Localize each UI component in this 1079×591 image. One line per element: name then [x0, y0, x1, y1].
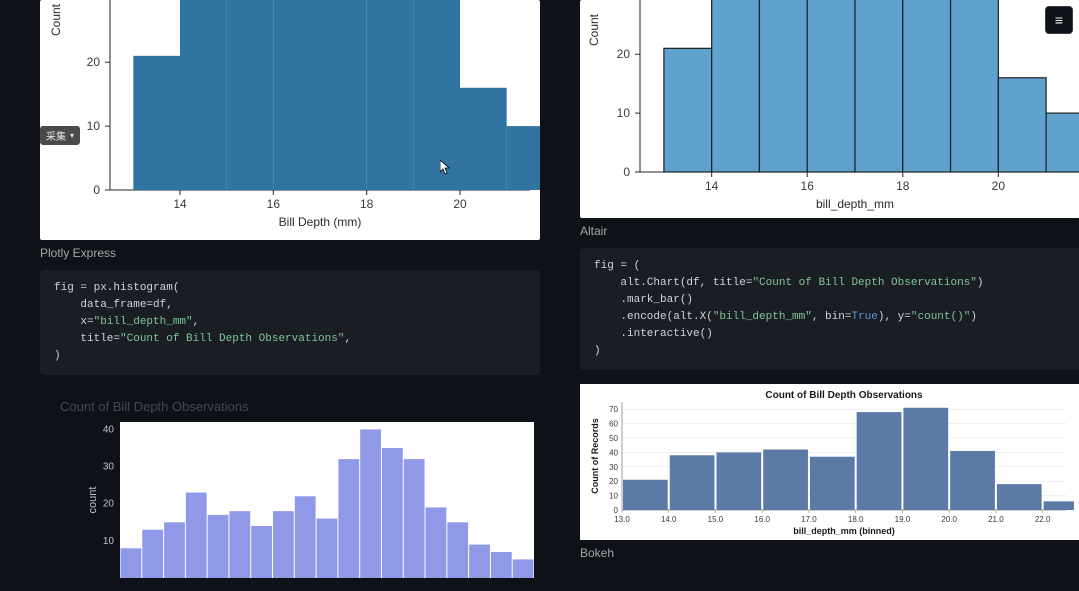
svg-text:20.0: 20.0 — [941, 515, 957, 524]
svg-text:18: 18 — [896, 179, 910, 193]
svg-text:18.0: 18.0 — [848, 515, 864, 524]
svg-text:60: 60 — [609, 420, 618, 429]
svg-text:19.0: 19.0 — [895, 515, 911, 524]
svg-text:bill_depth_mm: bill_depth_mm — [816, 197, 894, 211]
svg-text:Count of Records: Count of Records — [590, 419, 600, 495]
svg-text:0: 0 — [614, 506, 619, 515]
svg-text:18: 18 — [360, 197, 374, 211]
svg-text:20: 20 — [87, 55, 101, 69]
altair-chart[interactable]: Count of Bill Depth Observations 0 10 20 30 4… — [580, 384, 1079, 540]
svg-text:22.0: 22.0 — [1035, 515, 1051, 524]
svg-text:count: count — [87, 487, 99, 514]
svg-text:70: 70 — [609, 405, 618, 414]
svg-text:0: 0 — [93, 183, 100, 197]
plotly-histogram-svg: 10 20 30 40 count — [40, 418, 540, 588]
svg-text:16: 16 — [801, 179, 815, 193]
svg-text:30: 30 — [609, 463, 618, 472]
svg-text:30: 30 — [103, 462, 115, 473]
svg-text:14.0: 14.0 — [661, 515, 677, 524]
svg-text:21.0: 21.0 — [988, 515, 1004, 524]
svg-text:Count of Bill Depth Observatio: Count of Bill Depth Observations — [765, 390, 923, 401]
svg-text:Count: Count — [49, 3, 63, 36]
svg-text:17.0: 17.0 — [801, 515, 817, 524]
seaborn-histogram-svg: 0 10 20 14 16 18 20 bill_depth_mm Count — [580, 0, 1079, 218]
svg-text:20: 20 — [103, 499, 115, 510]
svg-text:20: 20 — [453, 197, 467, 211]
altair-histogram-svg: Count of Bill Depth Observations 0 10 20 30 4… — [586, 388, 1074, 536]
svg-text:0: 0 — [623, 165, 630, 179]
svg-text:16: 16 — [267, 197, 281, 211]
svg-text:10: 10 — [103, 536, 115, 547]
svg-text:bill_depth_mm (binned): bill_depth_mm (binned) — [793, 526, 895, 536]
matplotlib-histogram-svg: 0 10 20 14 16 18 20 Bill Depth (mm) Count — [40, 0, 540, 240]
svg-text:20: 20 — [617, 47, 631, 61]
svg-text:20: 20 — [609, 477, 618, 486]
svg-text:20: 20 — [992, 179, 1006, 193]
altair-caption: Altair — [580, 224, 1079, 238]
plotly-code-block: fig = px.histogram( data_frame=df, x="bi… — [40, 270, 540, 375]
svg-text:10: 10 — [87, 119, 101, 133]
plotly-chart-container[interactable]: Count of Bill Depth Observations 10 20 30 4… — [40, 389, 540, 591]
svg-text:16.0: 16.0 — [754, 515, 770, 524]
svg-text:40: 40 — [103, 425, 115, 436]
altair-code-block: fig = ( alt.Chart(df, title="Count of Bi… — [580, 248, 1079, 370]
svg-text:50: 50 — [609, 434, 618, 443]
bokeh-caption: Bokeh — [580, 546, 1079, 560]
svg-text:Count: Count — [587, 13, 601, 46]
main-menu-button[interactable]: ≡ — [1045, 6, 1073, 34]
collect-pill[interactable]: 采集 — [40, 126, 80, 145]
plotly-chart-title: Count of Bill Depth Observations — [40, 389, 540, 418]
svg-text:10: 10 — [609, 492, 618, 501]
seaborn-chart: 0 10 20 14 16 18 20 bill_depth_mm Count — [580, 0, 1079, 218]
hamburger-icon: ≡ — [1055, 12, 1063, 28]
svg-text:Bill Depth (mm): Bill Depth (mm) — [279, 215, 362, 229]
svg-text:14: 14 — [173, 197, 187, 211]
collect-pill-label: 采集 — [46, 128, 66, 143]
svg-text:15.0: 15.0 — [708, 515, 724, 524]
svg-text:14: 14 — [705, 179, 719, 193]
plotly-express-caption: Plotly Express — [40, 246, 540, 260]
svg-text:10: 10 — [617, 106, 631, 120]
svg-text:13.0: 13.0 — [614, 515, 630, 524]
svg-text:40: 40 — [609, 449, 618, 458]
matplotlib-chart: 0 10 20 14 16 18 20 Bill Depth (mm) Count — [40, 0, 540, 240]
